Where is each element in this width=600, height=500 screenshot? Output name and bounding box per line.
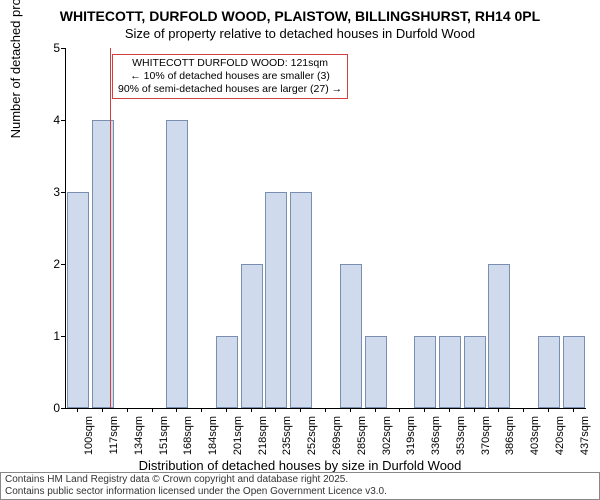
xtick-mark xyxy=(102,408,103,412)
attribution-footer: Contains HM Land Registry data © Crown c… xyxy=(0,472,600,500)
footer-line1: Contains HM Land Registry data © Crown c… xyxy=(5,474,595,486)
xtick-label: 353sqm xyxy=(455,416,467,466)
xtick-mark xyxy=(152,408,153,412)
xtick-mark xyxy=(375,408,376,412)
histogram-bar xyxy=(166,120,188,408)
xtick-label: 336sqm xyxy=(430,416,442,466)
plot-area: WHITECOTT DURFOLD WOOD: 121sqm ← 10% of … xyxy=(65,48,586,409)
xtick-mark xyxy=(449,408,450,412)
ytick-mark xyxy=(61,336,65,337)
chart-title-address: WHITECOTT, DURFOLD WOOD, PLAISTOW, BILLI… xyxy=(0,8,600,24)
xtick-mark xyxy=(399,408,400,412)
xtick-label: 285sqm xyxy=(356,416,368,466)
annotation-line3: 90% of semi-detached houses are larger (… xyxy=(118,83,342,96)
xtick-mark xyxy=(77,408,78,412)
xtick-label: 151sqm xyxy=(158,416,170,466)
ytick-label: 4 xyxy=(40,113,60,127)
xtick-mark xyxy=(251,408,252,412)
xtick-label: 184sqm xyxy=(207,416,219,466)
ytick-mark xyxy=(61,264,65,265)
property-size-chart: WHITECOTT, DURFOLD WOOD, PLAISTOW, BILLI… xyxy=(0,0,600,500)
xtick-label: 302sqm xyxy=(381,416,393,466)
ytick-label: 1 xyxy=(40,329,60,343)
xtick-label: 100sqm xyxy=(83,416,95,466)
xtick-label: 420sqm xyxy=(554,416,566,466)
footer-line2: Contains public sector information licen… xyxy=(5,486,595,498)
annotation-box: WHITECOTT DURFOLD WOOD: 121sqm ← 10% of … xyxy=(112,54,348,99)
xtick-mark xyxy=(226,408,227,412)
xtick-mark xyxy=(498,408,499,412)
histogram-bar xyxy=(340,264,362,408)
xtick-label: 201sqm xyxy=(232,416,244,466)
histogram-bar xyxy=(290,192,312,408)
xtick-label: 437sqm xyxy=(579,416,591,466)
xtick-mark xyxy=(573,408,574,412)
ytick-mark xyxy=(61,408,65,409)
xtick-label: 252sqm xyxy=(306,416,318,466)
xtick-label: 134sqm xyxy=(133,416,145,466)
ytick-mark xyxy=(61,192,65,193)
xtick-label: 386sqm xyxy=(504,416,516,466)
histogram-bar xyxy=(216,336,238,408)
xtick-mark xyxy=(201,408,202,412)
histogram-bar xyxy=(365,336,387,408)
histogram-bar xyxy=(464,336,486,408)
xtick-mark xyxy=(474,408,475,412)
xtick-mark xyxy=(424,408,425,412)
histogram-bar xyxy=(414,336,436,408)
xtick-mark xyxy=(127,408,128,412)
xtick-mark xyxy=(548,408,549,412)
ytick-label: 0 xyxy=(40,401,60,415)
xtick-mark xyxy=(176,408,177,412)
xtick-label: 117sqm xyxy=(108,416,120,466)
xtick-label: 319sqm xyxy=(405,416,417,466)
histogram-bar xyxy=(488,264,510,408)
ytick-label: 3 xyxy=(40,185,60,199)
histogram-bar xyxy=(439,336,461,408)
annotation-line2: ← 10% of detached houses are smaller (3) xyxy=(118,70,342,83)
xtick-mark xyxy=(275,408,276,412)
xtick-label: 370sqm xyxy=(480,416,492,466)
xtick-mark xyxy=(300,408,301,412)
histogram-bar xyxy=(241,264,263,408)
xtick-label: 235sqm xyxy=(281,416,293,466)
histogram-bar xyxy=(265,192,287,408)
histogram-bar xyxy=(563,336,585,408)
histogram-bar xyxy=(67,192,89,408)
xtick-label: 269sqm xyxy=(331,416,343,466)
xtick-mark xyxy=(350,408,351,412)
histogram-bar xyxy=(538,336,560,408)
ytick-mark xyxy=(61,120,65,121)
property-marker-line xyxy=(110,48,111,408)
ytick-label: 5 xyxy=(40,41,60,55)
xtick-mark xyxy=(523,408,524,412)
y-axis-label: Number of detached properties xyxy=(8,0,23,138)
ytick-label: 2 xyxy=(40,257,60,271)
xtick-mark xyxy=(325,408,326,412)
xtick-label: 218sqm xyxy=(257,416,269,466)
ytick-mark xyxy=(61,48,65,49)
xtick-label: 168sqm xyxy=(182,416,194,466)
xtick-label: 403sqm xyxy=(529,416,541,466)
annotation-line1: WHITECOTT DURFOLD WOOD: 121sqm xyxy=(118,57,342,70)
chart-title-description: Size of property relative to detached ho… xyxy=(0,26,600,41)
